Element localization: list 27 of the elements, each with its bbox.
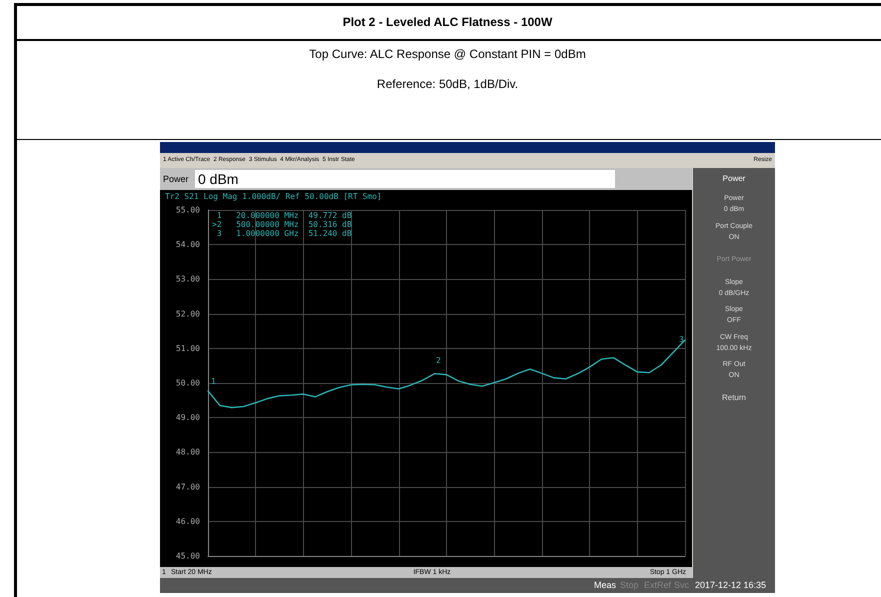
- y-tick-label: 45.00: [176, 552, 200, 560]
- text: 0 dBm: [198, 171, 238, 187]
- y-tick-label: 48.00: [176, 448, 200, 457]
- chart-subtitle: Top Curve: ALC Response @ Constant PIN = 0dBm: [308, 47, 587, 61]
- text: Return: [720, 393, 747, 402]
- annotation: 1: [211, 377, 216, 386]
- text: Meas: [594, 580, 616, 590]
- chart-title: Plot 2 - Leveled ALC Flatness - 100W: [342, 15, 554, 29]
- y-tick-label: 51.00: [176, 344, 200, 353]
- y-tick-label: 55.00: [176, 206, 200, 214]
- text: Tr2 S21 Log Mag 1.000dB/ Ref 50.00dB [RT Smo]: [165, 192, 382, 201]
- annotation: 3 1.0000000 GHz 51.240 dB: [216, 229, 352, 238]
- text: Power: [722, 174, 746, 183]
- y-tick-label: 54.00: [176, 240, 200, 250]
- y-tick-label: 47.00: [176, 482, 200, 492]
- y-tick-label: 52.00: [176, 309, 200, 318]
- text: Power: [163, 174, 189, 184]
- y-tick-label: 46.00: [176, 516, 200, 526]
- text: 2017-12-12 16:35: [695, 580, 766, 590]
- y-tick-label: 50.00: [176, 378, 200, 388]
- y-tick-label: 49.00: [176, 413, 200, 422]
- annotation: 2: [436, 356, 441, 365]
- text: Reference: 50dB, 1dB/Div.: [376, 77, 520, 91]
- y-tick-label: 53.00: [176, 274, 200, 284]
- annotation: 1 20.000000 MHz 49.772 dB: [216, 211, 352, 220]
- annotation: 3: [679, 335, 684, 344]
- annotation: >2 500.00000 MHz 50.316 dB: [212, 220, 352, 229]
